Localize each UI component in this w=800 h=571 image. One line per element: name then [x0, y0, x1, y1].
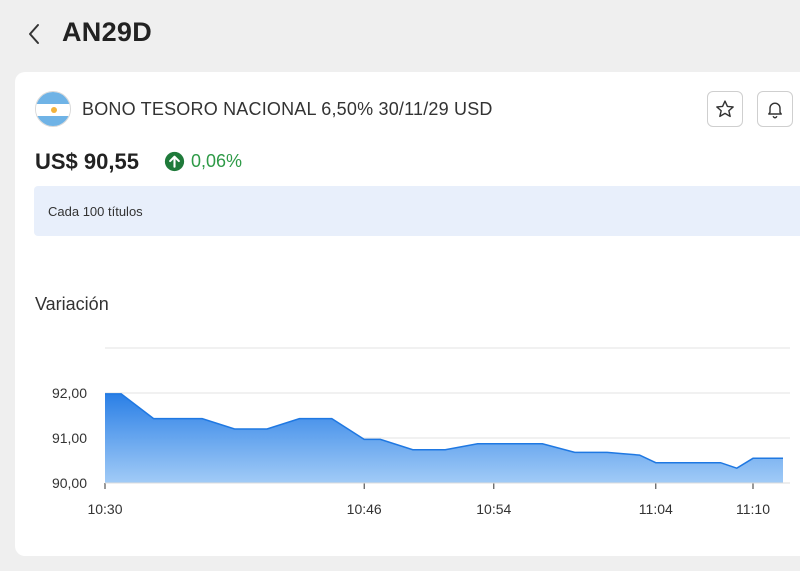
alert-button[interactable] — [757, 91, 793, 127]
star-icon[interactable] — [715, 99, 735, 119]
chart-section-title: Variación — [35, 294, 109, 314]
arrow-up-circle-icon — [164, 151, 185, 172]
y-tick-label: 92,00 — [52, 385, 87, 401]
x-tick-label: 10:30 — [87, 501, 122, 517]
bell-icon[interactable] — [765, 99, 785, 119]
x-tick-label: 10:54 — [476, 501, 511, 517]
price: US$ 90,55 — [35, 149, 139, 174]
series-line — [105, 393, 783, 470]
favorite-button[interactable] — [707, 91, 743, 127]
chevron-left-icon[interactable] — [26, 22, 42, 46]
bond-card: BONO TESORO NACIONAL 6,50% 30/11/29 USD … — [15, 72, 800, 556]
info-box: Cada 100 títulos — [34, 186, 800, 236]
x-tick-label: 10:46 — [347, 501, 382, 517]
info-text: Cada 100 títulos — [48, 204, 143, 219]
x-tick-label: 11:04 — [639, 501, 673, 517]
area-fill — [105, 393, 783, 483]
argentina-flag-icon — [35, 91, 71, 127]
header: AN29D — [0, 0, 800, 70]
bond-name: BONO TESORO NACIONAL 6,50% 30/11/29 USD — [82, 99, 493, 119]
y-tick-label: 91,00 — [52, 430, 87, 446]
page-title: AN29D — [62, 17, 153, 47]
y-tick-label: 90,00 — [52, 475, 87, 491]
x-tick-label: 11:10 — [736, 501, 770, 517]
price-change: 0,06% — [191, 151, 243, 171]
back-button[interactable] — [20, 18, 48, 50]
